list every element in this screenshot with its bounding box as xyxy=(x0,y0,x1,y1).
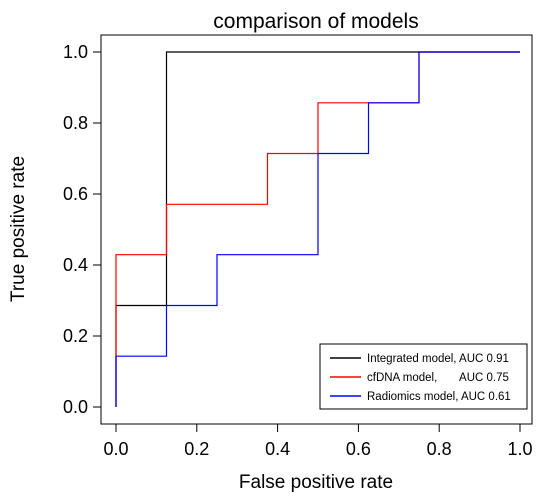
y-axis: 0.0 0.2 0.4 0.6 0.8 1.0 xyxy=(63,42,101,417)
y-tick-label: 0.6 xyxy=(63,184,88,204)
legend-label-1: cfDNA model, AUC 0.75 xyxy=(367,372,509,384)
x-tick-label: 0.8 xyxy=(427,439,452,459)
y-tick-label: 0.0 xyxy=(63,397,88,417)
y-tick-label: 1.0 xyxy=(63,42,88,62)
y-tick-label: 0.2 xyxy=(63,326,88,346)
legend: Integrated model, AUC 0.91 cfDNA model, A… xyxy=(319,343,528,410)
y-tick-label: 0.4 xyxy=(63,255,88,275)
series-layer xyxy=(115,51,520,407)
x-axis: 0.0 0.2 0.4 0.6 0.8 1.0 xyxy=(103,424,533,459)
y-tick-label: 0.8 xyxy=(63,113,88,133)
x-tick-label: 0.6 xyxy=(346,439,371,459)
legend-label-0: Integrated model, AUC 0.91 xyxy=(367,353,509,365)
plot-frame xyxy=(100,34,533,425)
x-tick-label: 0.4 xyxy=(265,439,290,459)
x-tick-label: 1.0 xyxy=(507,439,532,459)
y-axis-title: True positive rate xyxy=(8,156,29,302)
x-axis-title: False positive rate xyxy=(239,472,393,493)
chart-title: comparison of models xyxy=(213,10,418,33)
series-line-2 xyxy=(115,51,520,407)
x-tick-label: 0.2 xyxy=(184,439,209,459)
x-tick-label: 0.0 xyxy=(103,439,128,459)
legend-label-2: Radiomics model, AUC 0.61 xyxy=(367,391,511,403)
